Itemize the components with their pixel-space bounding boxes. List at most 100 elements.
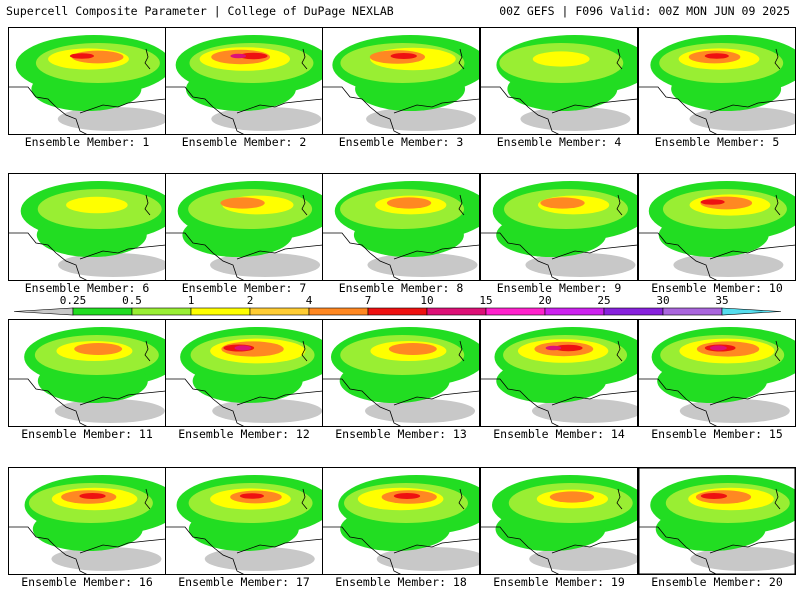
colorbar-segment [544, 307, 605, 316]
ensemble-member-label: Ensemble Member: 10 [651, 281, 783, 295]
ensemble-member-panel[interactable] [8, 319, 166, 427]
coastline [638, 526, 796, 575]
coastline [480, 232, 638, 281]
scp-field-map [322, 319, 480, 427]
ensemble-member-panel[interactable] [165, 467, 323, 575]
scp-field-map [8, 467, 166, 575]
scp-low-shading [376, 547, 480, 571]
ensemble-member-panel[interactable] [638, 27, 796, 135]
scp-field-map [480, 27, 638, 135]
scp-contour-7 [540, 197, 585, 209]
colorbar-segment [426, 307, 487, 316]
ensemble-member-label: Ensemble Member: 7 [181, 281, 307, 295]
ensemble-member-panel[interactable] [8, 467, 166, 575]
lake-outline [774, 194, 781, 216]
lake-outline [144, 340, 151, 362]
ensemble-member-panel[interactable] [8, 27, 166, 135]
lake-outline [144, 194, 151, 216]
ensemble-member-panel[interactable] [480, 467, 638, 575]
panel-frame [638, 173, 796, 281]
ensemble-member-panel[interactable] [480, 173, 638, 281]
colorbar-tick-label: 15 [479, 294, 492, 307]
coastline [480, 378, 638, 427]
ensemble-member-label: Ensemble Member: 15 [651, 427, 783, 441]
colorbar-segment [662, 307, 723, 316]
ensemble-member-panel[interactable] [480, 27, 638, 135]
scp-field-map [322, 27, 480, 135]
ensemble-member-panel[interactable] [165, 173, 323, 281]
scp-low-shading [211, 107, 322, 131]
panel-frame [638, 319, 796, 427]
colorbar-tick-label: 30 [656, 294, 669, 307]
ensemble-member-panel[interactable] [638, 173, 796, 281]
lake-outline [144, 48, 151, 70]
ensemble-member-label: Ensemble Member: 4 [496, 135, 622, 149]
scp-contour-10 [704, 53, 729, 59]
coastline [322, 526, 480, 575]
color-scale-bar: 0.25 0.5 1 2 4 7 10 15 20 25 30 35 [13, 294, 782, 316]
lake-outline [774, 48, 781, 70]
colorbar-tick-label: 1 [188, 294, 195, 307]
ensemble-member-panel[interactable] [322, 467, 480, 575]
coastline [165, 86, 323, 135]
lake-outline [774, 340, 781, 362]
scp-low-shading [58, 253, 166, 277]
scp-low-shading [365, 399, 476, 423]
ensemble-member-panel[interactable] [165, 27, 323, 135]
scp-low-shading [520, 107, 631, 131]
ensemble-member-label: Ensemble Member: 11 [21, 427, 153, 441]
panel-frame [480, 173, 638, 281]
scp-low-shading [673, 253, 784, 277]
scp-field-map [638, 27, 796, 135]
lake-outline [458, 340, 465, 362]
scp-contour-7 [549, 491, 595, 503]
panel-frame [322, 467, 480, 575]
ensemble-member-panel[interactable] [638, 319, 796, 427]
ensemble-member-panel[interactable] [322, 27, 480, 135]
scp-low-shading [212, 399, 323, 423]
coastline [322, 86, 480, 135]
colorbar-tick-label: 0.25 [60, 294, 87, 307]
ensemble-member-panel[interactable] [165, 319, 323, 427]
scp-field-map [322, 467, 480, 575]
scp-contour-10 [238, 52, 268, 60]
ensemble-member-panel[interactable] [322, 173, 480, 281]
run-info: 00Z GEFS | F096 Valid: 00Z MON JUN 09 20… [499, 4, 790, 18]
scp-low-shading [54, 399, 165, 423]
lake-outline [616, 488, 623, 510]
scp-low-shading [367, 253, 478, 277]
colorbar-tick-label: 25 [597, 294, 610, 307]
scp-field-map [165, 27, 323, 135]
ensemble-member-label: Ensemble Member: 14 [493, 427, 625, 441]
scp-field-map [165, 467, 323, 575]
ensemble-member-label: Ensemble Member: 5 [654, 135, 780, 149]
scp-field-map [638, 467, 796, 575]
panel-frame [638, 467, 796, 575]
colorbar-tick-label: 0.5 [122, 294, 142, 307]
panel-frame [322, 319, 480, 427]
ensemble-member-panel[interactable] [638, 467, 796, 575]
lake-outline [301, 488, 308, 510]
colorbar-tick-label: 20 [538, 294, 551, 307]
scp-contour-2 [66, 196, 128, 214]
ensemble-member-panel[interactable] [8, 173, 166, 281]
scp-field-map [638, 173, 796, 281]
scp-contour-10 [700, 493, 728, 499]
scp-contour-10 [390, 53, 417, 59]
colorbar-segment [603, 307, 664, 316]
colorbar-tick-label: 4 [306, 294, 313, 307]
coastline [165, 378, 323, 427]
coastline [322, 378, 480, 427]
ensemble-member-panel[interactable] [480, 319, 638, 427]
scp-contour-10 [700, 199, 725, 205]
scp-low-shading [689, 107, 796, 131]
ensemble-member-panel[interactable] [322, 319, 480, 427]
lake-outline [616, 340, 623, 362]
lake-outline [301, 194, 308, 216]
scp-low-shading [690, 547, 796, 571]
lake-outline [458, 194, 465, 216]
scp-field-map [165, 173, 323, 281]
panel-frame [322, 27, 480, 135]
scp-field-map [8, 173, 166, 281]
ensemble-member-label: Ensemble Member: 18 [335, 575, 467, 589]
